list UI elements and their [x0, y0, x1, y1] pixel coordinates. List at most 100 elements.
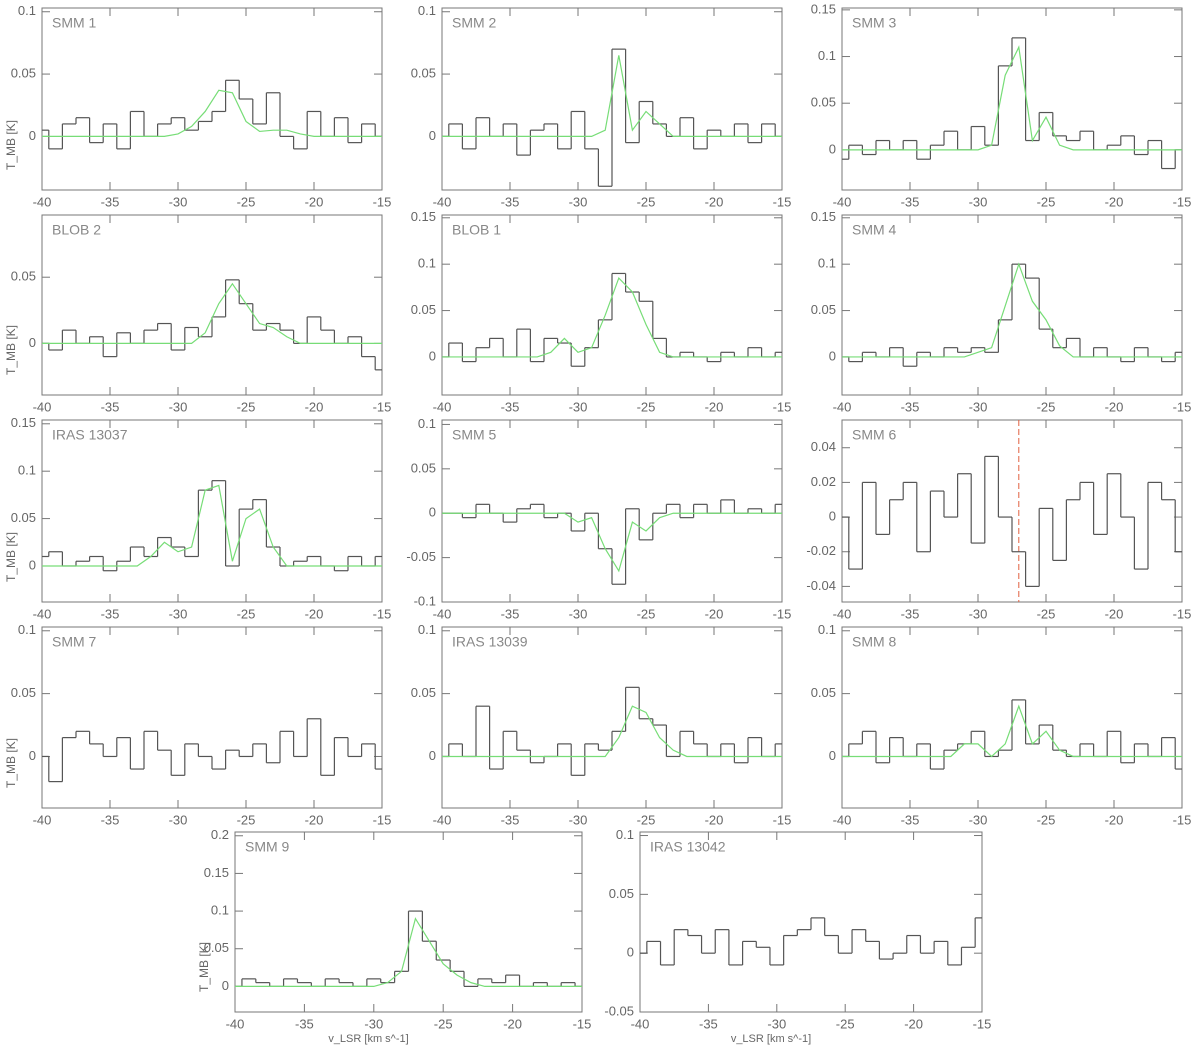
fit-line [442, 512, 782, 573]
y-tick-label: 0 [29, 748, 36, 763]
panel-label: SMM 3 [852, 15, 897, 31]
plot-frame [841, 626, 1183, 809]
panel: -40 -35 -30 -25 -20 -15 0 0.05 0.1 SMM 7 T_MB [K] [4, 622, 391, 827]
y-tick-label: 0.05 [11, 510, 36, 525]
y-tick-label: -0.02 [806, 543, 836, 558]
spectrum-riser [48, 279, 376, 370]
panel: -40 -35 -30 -25 -20 -15 0 0.05 0.1 SMM 1 T_MB [K] [4, 3, 391, 209]
fit-line [235, 917, 582, 987]
y-tick-label: 0 [429, 748, 436, 763]
y-axis-label: T_MB [K] [4, 532, 18, 582]
x-tick-label: -35 [501, 606, 520, 621]
y-tick-label: 0.1 [18, 463, 36, 478]
y-tick-label: 0.1 [818, 622, 836, 637]
x-tick-label: -40 [833, 194, 852, 209]
x-tick-label: -30 [364, 1016, 383, 1031]
y-tick-label: -0.05 [406, 549, 436, 564]
fit-line [442, 55, 782, 137]
x-tick-label: -15 [1173, 399, 1192, 414]
panel: -40 -35 -30 -25 -20 -15 0 0.05 0.1 SMM 8 [811, 622, 1192, 827]
y-tick-label: 0.1 [818, 48, 836, 63]
panel-label: SMM 9 [245, 839, 290, 855]
x-tick-label: -20 [305, 194, 324, 209]
y-tick-label: 0 [29, 557, 36, 572]
x-tick-label: -25 [1037, 399, 1056, 414]
y-tick-label: 0.15 [11, 415, 36, 430]
panel-label: SMM 4 [852, 222, 897, 238]
panel-label: BLOB 2 [52, 222, 101, 238]
y-tick-label: 0.05 [411, 302, 436, 317]
x-tick-label: -30 [569, 194, 588, 209]
panel-label: SMM 7 [52, 634, 97, 650]
x-tick-label: -20 [503, 1016, 522, 1031]
panel: -40 -35 -30 -25 -20 -15 0 0.05 BLOB 2 T_MB [K] [4, 214, 391, 414]
x-tick-label: -35 [699, 1016, 718, 1031]
x-tick-label: -25 [237, 812, 256, 827]
y-tick-label: 0.05 [411, 460, 436, 475]
x-tick-label: -15 [373, 812, 392, 827]
y-tick-label: 0.1 [616, 827, 634, 842]
x-tick-label: -20 [705, 812, 724, 827]
spectrum-riser [448, 273, 776, 367]
x-tick-label: -40 [833, 606, 852, 621]
y-tick-label: 0 [829, 141, 836, 156]
x-tick-label: -20 [904, 1016, 923, 1031]
x-tick-label: -35 [101, 812, 120, 827]
panel: -40 -35 -30 -25 -20 -15 0 0.05 0.1 0.15 SMM 3 [811, 1, 1192, 209]
x-tick-label: -20 [705, 606, 724, 621]
y-tick-label: 0.15 [204, 865, 229, 880]
panel: -40 -35 -30 -25 -20 -15 -0.04 -0.02 0 0.02 0.04 SMM… [806, 419, 1191, 621]
x-tick-label: -40 [833, 399, 852, 414]
plot-frame [41, 214, 383, 396]
x-tick-label: -25 [237, 194, 256, 209]
x-tick-label: -25 [1037, 606, 1056, 621]
x-tick-label: -40 [33, 194, 52, 209]
x-tick-label: -35 [295, 1016, 314, 1031]
panel: -40 -35 -30 -25 -20 -15 0 0.05 0.1 0.15 IRAS 13037… [4, 415, 391, 621]
x-tick-label: -25 [836, 1016, 855, 1031]
panel-label: SMM 5 [452, 427, 497, 443]
y-tick-label: 0.15 [411, 209, 436, 224]
x-tick-label: -20 [1105, 194, 1124, 209]
y-tick-label: 0.05 [11, 269, 36, 284]
plot-frame [234, 831, 583, 1013]
fit-line [42, 89, 382, 137]
fit-line [842, 262, 1182, 358]
plot-frame [441, 626, 783, 809]
y-axis-label: T_MB [K] [4, 120, 18, 170]
plot-frame [441, 7, 783, 191]
x-tick-label: -25 [237, 399, 256, 414]
y-tick-label: 0.1 [418, 256, 436, 271]
fit-line [442, 276, 782, 358]
plot-frame [639, 831, 983, 1013]
x-tick-label: -35 [501, 399, 520, 414]
y-tick-label: 0.1 [18, 622, 36, 637]
fit-line [42, 282, 382, 344]
x-tick-label: -15 [573, 1016, 592, 1031]
panel: -40 -35 -30 -25 -20 -15 0 0.05 0.1 0.15 BLOB 1 [411, 209, 792, 414]
x-tick-label: -30 [569, 812, 588, 827]
x-tick-label: -25 [637, 606, 656, 621]
x-tick-label: -15 [1173, 194, 1192, 209]
x-tick-label: -20 [1105, 399, 1124, 414]
x-tick-label: -40 [226, 1016, 245, 1031]
x-tick-label: -40 [433, 399, 452, 414]
plot-frame [841, 419, 1183, 603]
x-tick-label: -25 [637, 399, 656, 414]
panel: -40 -35 -30 -25 -20 -15 -0.1 -0.05 0 0.05 0.1 SMM 5 [406, 416, 791, 622]
x-tick-label: -15 [773, 399, 792, 414]
x-tick-label: -35 [101, 606, 120, 621]
plot-frame [41, 7, 383, 191]
x-tick-label: -35 [901, 399, 920, 414]
y-tick-label: 0 [627, 945, 634, 960]
x-tick-label: -25 [434, 1016, 453, 1031]
y-axis-label: T_MB [K] [4, 738, 18, 788]
y-tick-label: 0 [829, 509, 836, 524]
y-tick-label: 0 [429, 348, 436, 363]
x-tick-label: -35 [501, 812, 520, 827]
x-tick-label: -20 [1105, 812, 1124, 827]
y-tick-label: 0.05 [11, 66, 36, 81]
spectrum-riser [448, 687, 776, 776]
x-tick-label: -25 [637, 194, 656, 209]
